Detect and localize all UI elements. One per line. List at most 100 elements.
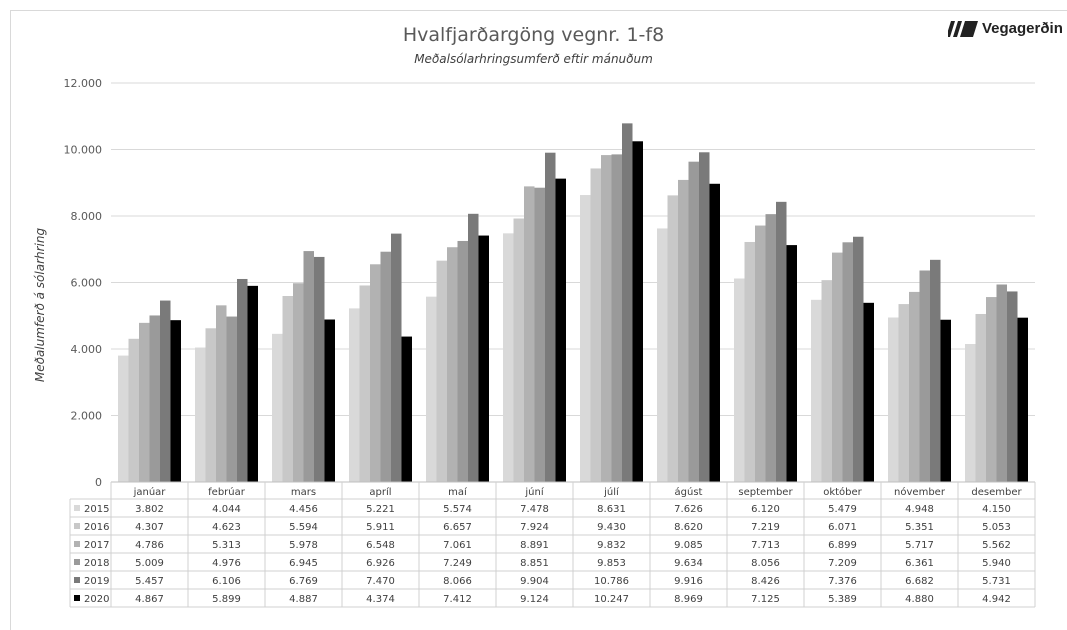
legend-label: 2019 (84, 576, 109, 587)
bar-2020-september (786, 245, 797, 482)
data-label: 6.071 (828, 522, 857, 533)
bar-2017-apríl (370, 264, 381, 482)
data-label: 4.887 (289, 594, 318, 605)
data-label: 7.478 (520, 504, 549, 515)
vegagerdin-logo: Vegagerðin (946, 18, 1063, 42)
data-label: 9.124 (520, 594, 549, 605)
data-label: 7.061 (443, 540, 472, 551)
data-label: 4.786 (135, 540, 164, 551)
data-label: 7.626 (674, 504, 703, 515)
bar-2019-desember (1007, 291, 1018, 482)
data-label: 9.832 (597, 540, 626, 551)
legend-key-2019 (74, 577, 80, 583)
bar-2016-maí (436, 260, 447, 482)
data-label: 8.620 (674, 522, 703, 533)
bar-2019-maí (468, 213, 479, 483)
bar-2015-mars (272, 333, 283, 482)
chart-title: Hvalfjarðargöng vegnr. 1-f8 (402, 24, 665, 46)
data-label: 5.940 (982, 558, 1011, 569)
bar-2018-desember (996, 284, 1007, 482)
data-label: 6.769 (289, 576, 318, 587)
bar-2017-febrúar (216, 305, 227, 482)
bar-2020-júní (555, 178, 566, 482)
bar-2018-júní (534, 187, 545, 482)
data-label: 10.247 (594, 594, 629, 605)
bar-2018-júlí (611, 154, 622, 482)
bar-2018-október (842, 242, 853, 482)
data-label: 4.976 (212, 558, 241, 569)
y-tick-label: 10.000 (64, 144, 103, 157)
bar-2016-apríl (359, 285, 370, 482)
bar-2017-júní (524, 186, 535, 482)
bar-2017-október (832, 252, 843, 482)
bar-2015-nóvember (888, 317, 899, 482)
data-label: 7.924 (520, 522, 549, 533)
bar-2019-nóvember (930, 259, 941, 482)
data-label: 9.916 (674, 576, 703, 587)
bar-2018-ágúst (688, 161, 699, 482)
bar-2015-ágúst (657, 228, 668, 482)
legend-label: 2015 (84, 504, 109, 515)
x-tick-label: janúar (133, 486, 167, 498)
x-tick-label: október (823, 486, 862, 498)
bar-2015-febrúar (195, 347, 206, 482)
bar-2018-maí (457, 240, 468, 482)
data-label: 4.880 (905, 594, 934, 605)
bar-2019-janúar (160, 300, 171, 482)
data-label: 7.412 (443, 594, 472, 605)
y-tick-label: 0 (95, 476, 102, 489)
data-label: 5.457 (135, 576, 164, 587)
data-label: 4.623 (212, 522, 241, 533)
bar-2016-febrúar (205, 328, 216, 482)
bar-2020-apríl (401, 336, 412, 482)
data-label: 5.389 (828, 594, 857, 605)
bar-2016-júlí (590, 168, 601, 482)
legend-key-2020 (74, 595, 80, 601)
data-label: 9.430 (597, 522, 626, 533)
data-label: 5.479 (828, 504, 857, 515)
data-label: 5.899 (212, 594, 241, 605)
legend-key-2016 (74, 523, 80, 529)
logo-text: Vegagerðin (982, 20, 1063, 37)
data-label: 6.548 (366, 540, 395, 551)
bar-2015-janúar (118, 355, 129, 482)
bar-2016-ágúst (667, 195, 678, 482)
x-tick-label: nóvember (894, 486, 946, 498)
x-tick-label: maí (448, 486, 468, 498)
x-tick-label: ágúst (675, 486, 703, 498)
data-label: 5.009 (135, 558, 164, 569)
data-label: 4.867 (135, 594, 164, 605)
bar-2016-október (821, 280, 832, 482)
bar-2018-janúar (149, 315, 160, 482)
x-tick-label: apríl (369, 486, 391, 498)
y-tick-label: 6.000 (71, 277, 103, 290)
data-label: 5.351 (905, 522, 934, 533)
bar-2016-september (744, 241, 755, 482)
data-label: 5.911 (366, 522, 395, 533)
legend-label: 2017 (84, 540, 109, 551)
bar-2018-september (765, 214, 776, 482)
data-label: 5.717 (905, 540, 934, 551)
bar-2017-mars (293, 283, 304, 482)
bar-2017-nóvember (909, 291, 920, 482)
y-tick-label: 8.000 (71, 210, 103, 223)
bar-2017-maí (447, 247, 458, 482)
legend-label: 2018 (84, 558, 109, 569)
bar-2018-febrúar (226, 316, 237, 482)
data-label: 9.634 (674, 558, 703, 569)
data-label: 4.044 (212, 504, 241, 515)
data-label: 8.631 (597, 504, 626, 515)
y-tick-label: 4.000 (71, 343, 103, 356)
data-label: 6.945 (289, 558, 318, 569)
bar-2019-október (853, 236, 864, 482)
legend-key-2015 (74, 505, 80, 511)
data-label: 6.899 (828, 540, 857, 551)
bar-2020-nóvember (940, 319, 951, 482)
data-label: 8.891 (520, 540, 549, 551)
data-label: 4.374 (366, 594, 395, 605)
bar-2020-ágúst (709, 183, 720, 482)
chart-frame (10, 10, 1067, 630)
data-label: 9.904 (520, 576, 549, 587)
data-label: 6.361 (905, 558, 934, 569)
